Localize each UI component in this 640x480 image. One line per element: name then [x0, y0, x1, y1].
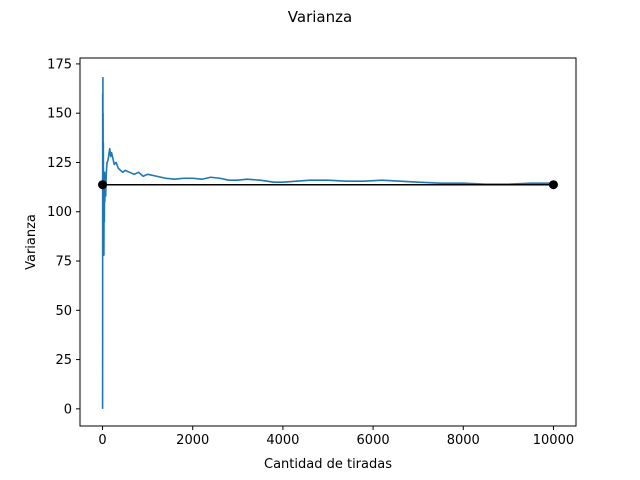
y-tick-label: 175 — [47, 57, 72, 72]
y-tick-label: 75 — [55, 255, 72, 270]
axes-frame — [79, 57, 577, 427]
x-tick-label: 6000 — [357, 433, 390, 448]
chart-title: Varianza — [288, 8, 352, 26]
x-tick-label: 10000 — [533, 433, 574, 448]
x-axis-label: Cantidad de tiradas — [264, 457, 392, 472]
plot-area — [98, 76, 558, 409]
y-tick-label: 125 — [47, 156, 72, 171]
series-point-1-0 — [98, 180, 108, 190]
y-tick-label: 25 — [55, 353, 72, 368]
x-tick-label: 8000 — [447, 433, 480, 448]
x-tick-label: 2000 — [176, 433, 209, 448]
x-tick-label: 4000 — [266, 433, 299, 448]
series-point-1-1 — [548, 180, 558, 190]
y-tick-label: 50 — [55, 304, 72, 319]
y-tick-label: 0 — [64, 402, 72, 417]
y-axis-label: Varianza — [24, 214, 39, 270]
x-tick-label: 0 — [98, 433, 106, 448]
y-tick-label: 150 — [47, 107, 72, 122]
y-tick-label: 100 — [47, 205, 72, 220]
x-axis: 0 2000 4000 6000 8000 10000 — [98, 426, 574, 448]
y-axis: 0 25 50 75 100 125 150 175 — [47, 57, 80, 417]
series-line-0 — [101, 76, 554, 409]
